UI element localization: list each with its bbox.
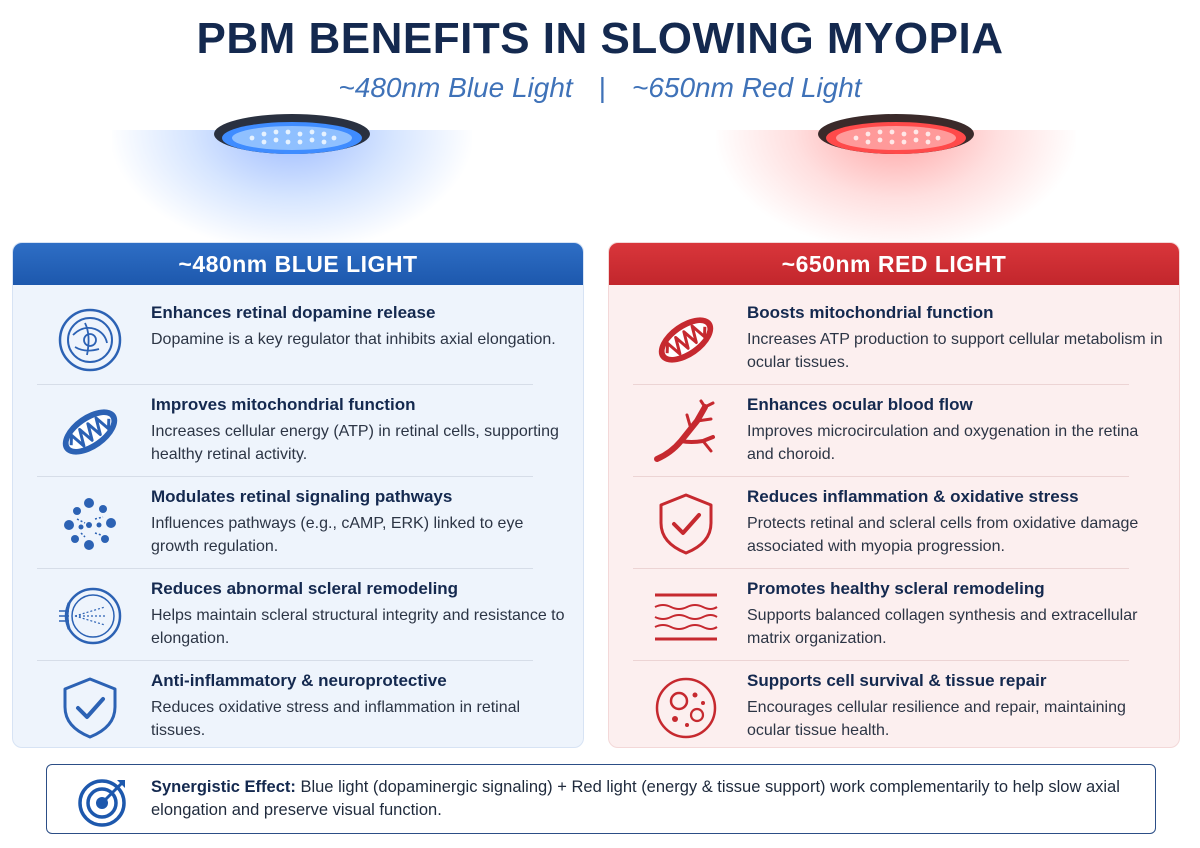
blood-vessel-icon [654,399,715,462]
subtitle-separator: | [598,72,606,103]
blue-benefit-item: Improves mitochondrial function Increase… [37,385,559,477]
synergy-footer: Synergistic Effect: Blue light (dopamine… [46,764,1156,834]
blue-benefit-item: Anti-inflammatory & neuroprotective Redu… [37,661,533,747]
red-light-panel: ~650nm RED LIGHT Boosts mitochondrial fu… [608,242,1180,748]
eye-cross-section-icon [59,587,122,645]
synergy-label: Synergistic Effect: [151,778,296,796]
mitochondria-icon [62,409,118,455]
benefit-title: Enhances retinal dopamine release [151,303,436,322]
blue-lamp-icon [214,114,370,154]
blue-benefit-item: Enhances retinal dopamine release Dopami… [37,293,556,385]
page-title: PBM BENEFITS IN SLOWING MYOPIA [196,14,1004,63]
benefit-title: Reduces abnormal scleral remodeling [151,579,459,598]
red-lamp-icon [818,114,974,154]
benefit-title: Promotes healthy scleral remodeling [747,579,1045,598]
benefit-title: Reduces inflammation & oxidative stress [747,487,1079,506]
blue-light-panel: ~480nm BLUE LIGHT Enhances retinal dopam… [12,242,584,748]
synergy-description: Blue light (dopaminergic signaling) + Re… [151,778,1120,819]
blue-benefit-item: Reduces abnormal scleral remodeling Help… [37,569,565,661]
subtitle-blue: ~480nm Blue Light [338,72,573,103]
red-benefit-item: Promotes healthy scleral remodeling Supp… [633,569,1137,661]
benefit-description: Supports balanced collagen synthesis and… [747,607,1138,647]
benefit-description: Increases ATP production to support cell… [747,331,1163,371]
target-icon [78,779,126,827]
benefit-title: Boosts mitochondrial function [747,303,994,322]
benefit-title: Anti-inflammatory & neuroprotective [151,671,447,690]
retina-icon [58,308,122,372]
benefit-title: Enhances ocular blood flow [747,395,973,414]
red-benefit-item: Enhances ocular blood flow Improves micr… [633,385,1138,477]
subtitle-red: ~650nm Red Light [631,72,862,103]
benefit-description: Influences pathways (e.g., cAMP, ERK) li… [151,515,524,555]
benefit-description: Reduces oxidative stress and inflammatio… [151,699,521,739]
benefit-title: Supports cell survival & tissue repair [747,671,1047,690]
red-benefit-item: Reduces inflammation & oxidative stress … [633,477,1138,569]
benefit-description: Improves microcirculation and oxygenatio… [747,423,1139,463]
benefit-title: Improves mitochondrial function [151,395,416,414]
blue-panel-header: ~480nm BLUE LIGHT [13,243,583,285]
red-benefit-item: Boosts mitochondrial function Increases … [633,293,1163,385]
red-benefit-item: Supports cell survival & tissue repair E… [633,661,1129,747]
benefit-description: Protects retinal and scleral cells from … [747,515,1139,555]
shield-check-icon [63,677,117,739]
shield-check-icon [659,493,713,555]
synergy-text: Synergistic Effect: Blue light (dopamine… [151,776,1141,822]
mitochondria-icon [658,317,714,363]
blue-benefit-item: Modulates retinal signaling pathways Inf… [37,477,533,569]
benefit-description: Dopamine is a key regulator that inhibit… [151,331,556,348]
benefit-description: Encourages cellular resilience and repai… [747,699,1126,739]
signaling-dots-icon [64,498,116,550]
benefit-title: Modulates retinal signaling pathways [151,487,453,506]
benefit-description: Increases cellular energy (ATP) in retin… [151,423,559,463]
cell-icon [655,677,717,739]
red-panel-header: ~650nm RED LIGHT [609,243,1179,285]
page-subtitle: ~480nm Blue Light | ~650nm Red Light [0,72,1200,104]
benefit-description: Helps maintain scleral structural integr… [151,607,565,647]
collagen-fibers-icon [654,593,718,641]
